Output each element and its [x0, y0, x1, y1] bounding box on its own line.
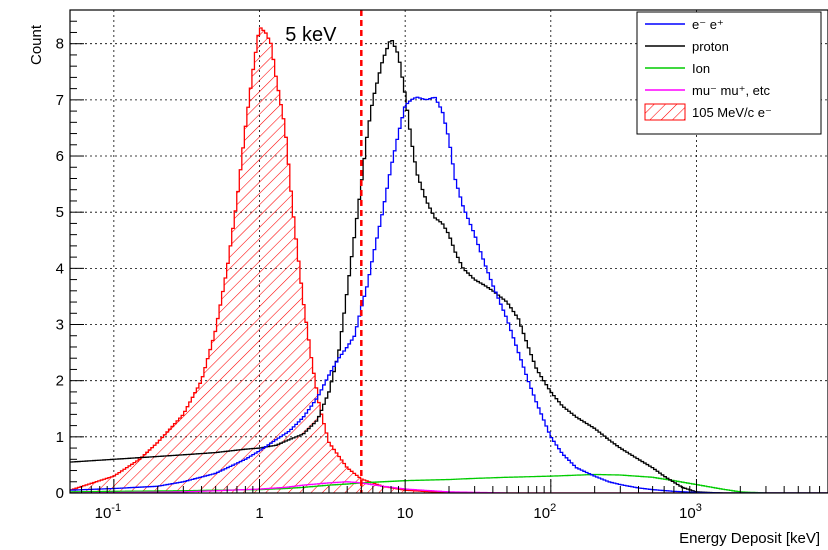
series-line [70, 481, 828, 493]
y-tick-label: 1 [56, 429, 64, 446]
legend-label: 105 MeV/c e⁻ [692, 105, 772, 120]
x-tick-label: 1 [255, 505, 263, 522]
y-tick-label: 7 [56, 92, 64, 109]
x-tick-base: 1 [255, 505, 263, 522]
x-tick-base: 10 [95, 505, 112, 522]
y-tick-label: 3 [56, 317, 64, 334]
legend-label: e⁻ e⁺ [692, 17, 724, 32]
x-tick-label: 10-1 [95, 502, 121, 522]
series-fill-hatch [70, 28, 828, 493]
series-layer [70, 27, 828, 493]
y-tick-label: 2 [56, 373, 64, 390]
x-tick-exponent: -1 [111, 502, 121, 514]
x-tick-label: 10 [397, 505, 414, 522]
x-axis-title: Energy Deposit [keV] [679, 530, 820, 547]
series-line [70, 39, 828, 493]
x-tick-label: 103 [679, 502, 702, 522]
y-tick-label: 5 [56, 204, 64, 221]
x-tick-base: 10 [533, 505, 550, 522]
y-tick-label: 0 [56, 485, 64, 502]
series-line [70, 473, 828, 493]
series-line [70, 96, 828, 493]
legend-label: Ion [692, 61, 710, 76]
y-axis-title: Count [28, 24, 45, 65]
y-tick-label: 6 [56, 148, 64, 165]
legend: e⁻ e⁺ proton Ion mu⁻ mu⁺, etc 105 MeV/c e⁻ [636, 11, 822, 135]
legend-label: proton [692, 39, 729, 54]
legend-label: mu⁻ mu⁺, etc [692, 83, 771, 98]
series-line [70, 27, 828, 493]
y-tick-label: 4 [56, 260, 64, 277]
threshold-marker-label: 5 keV [285, 24, 337, 46]
x-tick-exponent: 3 [696, 502, 702, 514]
x-tick-base: 10 [397, 505, 414, 522]
legend-swatch-hatch [644, 103, 686, 121]
x-tick-exponent: 2 [550, 502, 556, 514]
x-tick-label: 102 [533, 502, 556, 522]
y-tick-label: 8 [56, 36, 64, 53]
x-tick-base: 10 [679, 505, 696, 522]
